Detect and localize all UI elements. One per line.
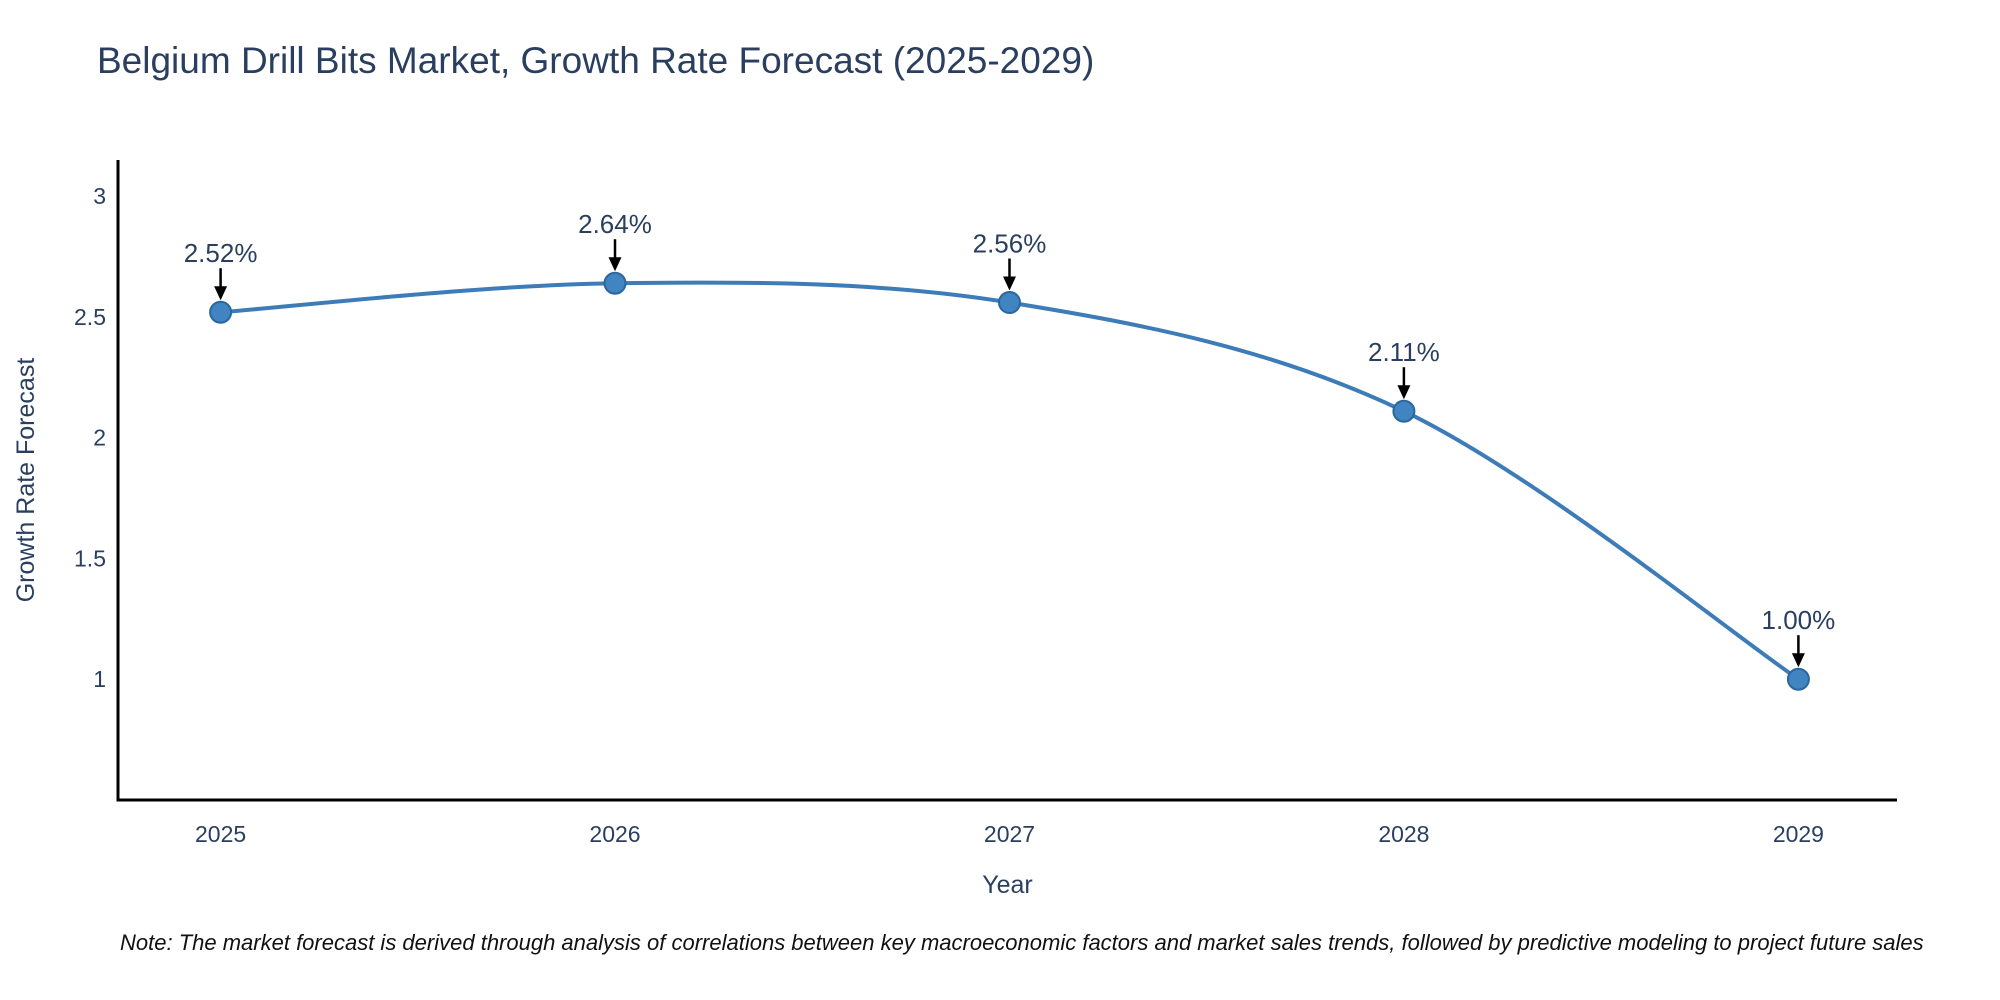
- x-tick-label-2029: 2029: [1773, 821, 1824, 847]
- x-tick-label-2025: 2025: [195, 821, 246, 847]
- data-point-marker-2026[interactable]: [603, 271, 627, 295]
- y-tick-label-1: 1: [93, 666, 106, 692]
- y-tick-label-3: 3: [93, 183, 106, 209]
- annotation-value-label-2029: 1.00%: [1762, 605, 1836, 635]
- data-point-marker-2025[interactable]: [209, 300, 233, 324]
- annotation-arrowhead-2025: [214, 286, 228, 301]
- x-tick-label-2027: 2027: [984, 821, 1035, 847]
- annotation-arrowhead-2027: [1003, 276, 1016, 291]
- annotation-arrowhead-2026: [608, 257, 622, 272]
- annotation-arrowhead-2028: [1397, 385, 1411, 400]
- data-point-marker-2029[interactable]: [1786, 667, 1810, 691]
- x-tick-label-2028: 2028: [1378, 821, 1429, 847]
- y-tick-label-1.5: 1.5: [74, 546, 106, 572]
- chart-title: Belgium Drill Bits Market, Growth Rate F…: [97, 40, 1095, 81]
- annotation-value-label-2028: 2.11%: [1368, 337, 1440, 367]
- forecast-line-series: [218, 280, 1801, 682]
- x-axis-title: Year: [982, 871, 1033, 899]
- annotation-value-label-2025: 2.52%: [184, 238, 258, 268]
- annotation-value-label-2026: 2.64%: [578, 209, 652, 239]
- data-point-marker-2027[interactable]: [998, 291, 1021, 314]
- methodology-note: Note: The market forecast is derived thr…: [120, 930, 1924, 955]
- annotation-value-label-2027: 2.56%: [973, 229, 1047, 259]
- y-tick-label-2.5: 2.5: [74, 304, 106, 330]
- y-tick-label-2: 2: [93, 425, 106, 451]
- y-axis-title: Growth Rate Forecast: [12, 358, 40, 603]
- x-tick-label-2026: 2026: [589, 821, 640, 847]
- data-point-marker-2028[interactable]: [1392, 399, 1416, 423]
- annotation-arrowhead-2029: [1791, 653, 1805, 668]
